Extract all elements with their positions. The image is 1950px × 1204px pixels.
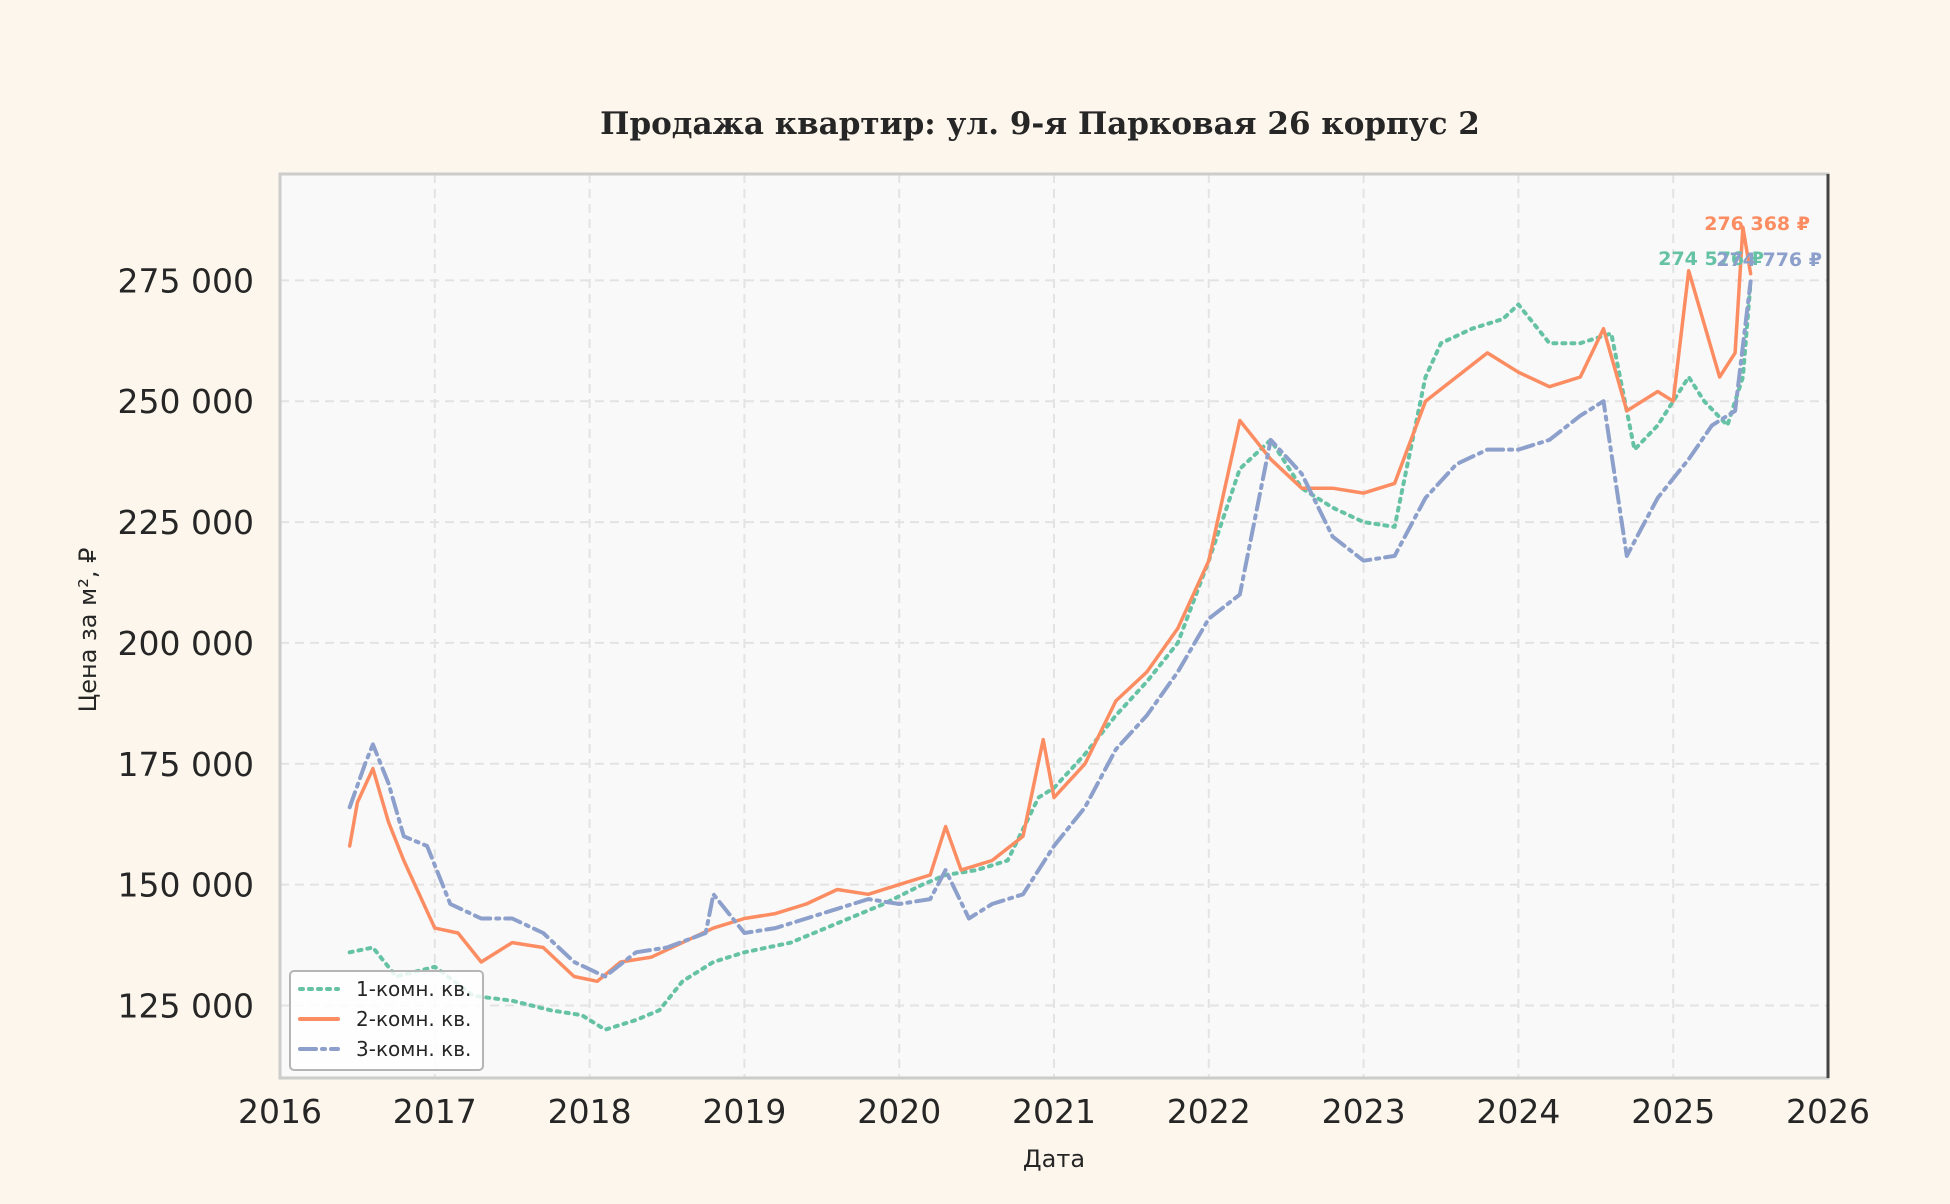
y-tick-label: 225 000	[118, 503, 254, 542]
x-tick-label: 2024	[1476, 1092, 1560, 1131]
y-tick-label: 275 000	[118, 261, 254, 300]
end-labels: 274 576 ₽ 276 368 ₽ 274 776 ₽	[1658, 213, 1822, 271]
y-tick-label: 125 000	[118, 986, 254, 1025]
x-axis-label: Дата	[1023, 1145, 1085, 1173]
legend-box	[289, 970, 484, 1071]
y-tick-label: 200 000	[118, 624, 254, 663]
legend-label-1: 1-комн. кв.	[356, 977, 471, 1001]
y-tick-label: 150 000	[118, 866, 254, 905]
legend: 1-комн. кв. 2-комн. кв. 3-комн. кв.	[289, 970, 484, 1071]
y-axis-label: Цена за м², ₽	[74, 548, 102, 713]
x-axis-ticks: 2016 2017 2018 2019 2020 2021 2022 2023 2024 2025…	[238, 1092, 1870, 1131]
y-tick-label: 175 000	[118, 745, 254, 784]
end-value-label-1: 274 576 ₽	[1658, 248, 1764, 270]
x-tick-label: 2017	[393, 1092, 477, 1131]
end-value-label-3: 274 776 ₽	[1716, 249, 1822, 271]
x-tick-label: 2020	[857, 1092, 941, 1131]
x-tick-label: 2022	[1167, 1092, 1251, 1131]
x-tick-label: 2023	[1322, 1092, 1406, 1131]
series-line-1	[347, 280, 1753, 1032]
legend-label-3: 3-комн. кв.	[356, 1037, 471, 1061]
legend-label-2: 2-комн. кв.	[356, 1007, 471, 1031]
series-layer	[347, 225, 1753, 1032]
series-line-3	[347, 279, 1753, 979]
x-tick-label: 2026	[1786, 1092, 1870, 1131]
end-value-label-2: 276 368 ₽	[1704, 213, 1810, 235]
x-tick-label: 2019	[702, 1092, 786, 1131]
x-tick-label: 2021	[1012, 1092, 1096, 1131]
x-tick-label: 2018	[548, 1092, 632, 1131]
x-tick-label: 2016	[238, 1092, 322, 1131]
y-tick-label: 250 000	[118, 382, 254, 421]
chart-title: Продажа квартир: ул. 9-я Парковая 26 кор…	[600, 106, 1480, 142]
y-axis-ticks: 125 000 150 000 175 000 200 000 225 000 250 0…	[118, 261, 254, 1025]
x-tick-label: 2025	[1631, 1092, 1715, 1131]
series-line-2	[347, 225, 1753, 984]
